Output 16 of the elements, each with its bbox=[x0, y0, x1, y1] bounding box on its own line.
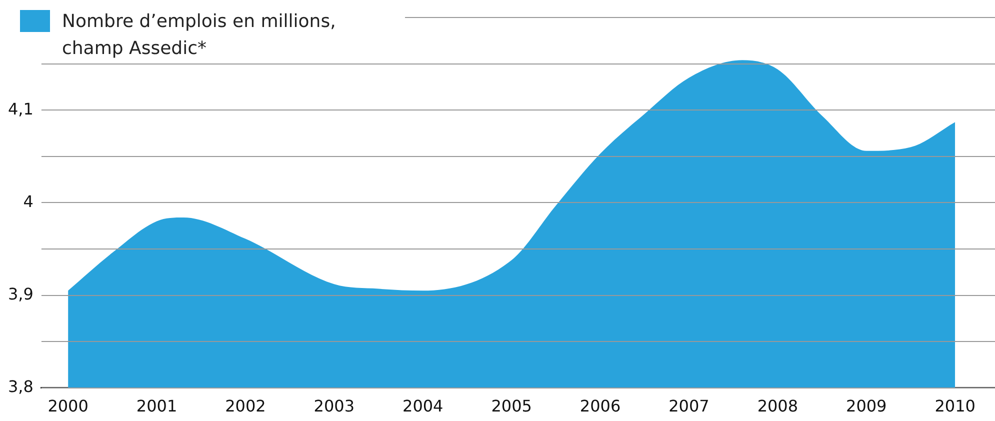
x-tick-label: 2008 bbox=[757, 396, 798, 416]
legend-label: Nombre d’emplois en millions, champ Assedic* bbox=[62, 10, 337, 61]
y-tick-label: 3,8 bbox=[8, 376, 34, 396]
y-tick-label: 3,9 bbox=[8, 284, 34, 304]
x-tick-label: 2004 bbox=[402, 396, 444, 416]
x-tick-label: 2007 bbox=[668, 396, 710, 416]
x-tick-label: 2010 bbox=[934, 396, 976, 416]
x-tick-label: 2006 bbox=[580, 396, 621, 416]
y-tick-label: 4,1 bbox=[8, 99, 34, 118]
x-tick-label: 2005 bbox=[491, 396, 532, 416]
x-tick-label: 2000 bbox=[48, 396, 88, 416]
x-tick-label: 2003 bbox=[314, 396, 355, 416]
y-tick-label: 4 bbox=[23, 192, 34, 211]
x-tick-label: 2001 bbox=[136, 396, 178, 416]
x-tick-label: 2002 bbox=[225, 396, 266, 416]
x-tick-label: 2009 bbox=[846, 396, 887, 416]
